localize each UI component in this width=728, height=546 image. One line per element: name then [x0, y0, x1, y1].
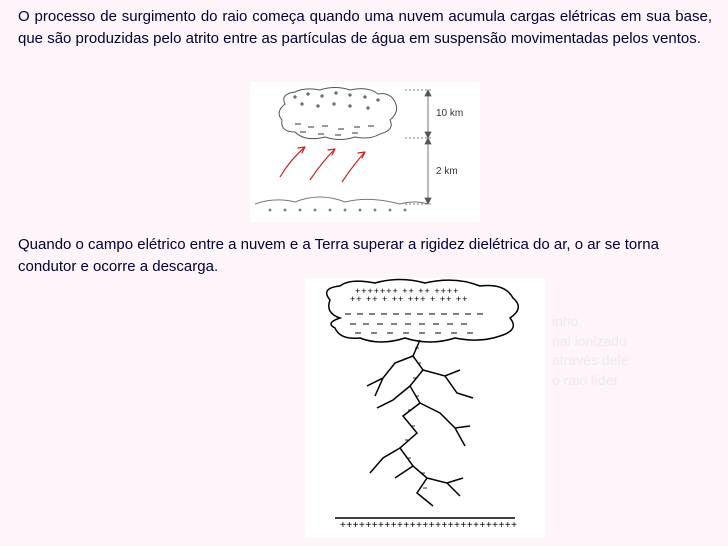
occluded-line-1: inho: [552, 312, 628, 332]
occluded-text: inho nal ionizado através dele o raio lí…: [552, 312, 628, 390]
svg-text:++++++++++++++++++++++++++++: ++++++++++++++++++++++++++++: [340, 520, 518, 531]
intro-paragraph: O processo de surgimento do raio começa …: [18, 6, 712, 50]
discharge-paragraph: Quando o campo elétrico entre a nuvem e …: [18, 234, 712, 278]
occluded-line-4: o raio líder: [552, 371, 628, 391]
lightning-leader-diagram: +++++++ ++ ++ ++++ ++ ++ + ++ +++ + ++ +…: [305, 278, 545, 538]
dim-label-2km: 2 km: [436, 166, 458, 177]
cloud-charge-diagram: 10 km 2 km: [250, 82, 480, 222]
dim-label-10km: 10 km: [436, 108, 463, 119]
occluded-line-3: através dele: [552, 351, 628, 371]
occluded-line-2: nal ionizado: [552, 332, 628, 352]
svg-text:++ ++ + ++ +++ + ++ ++: ++ ++ + ++ +++ + ++ ++: [350, 294, 468, 304]
